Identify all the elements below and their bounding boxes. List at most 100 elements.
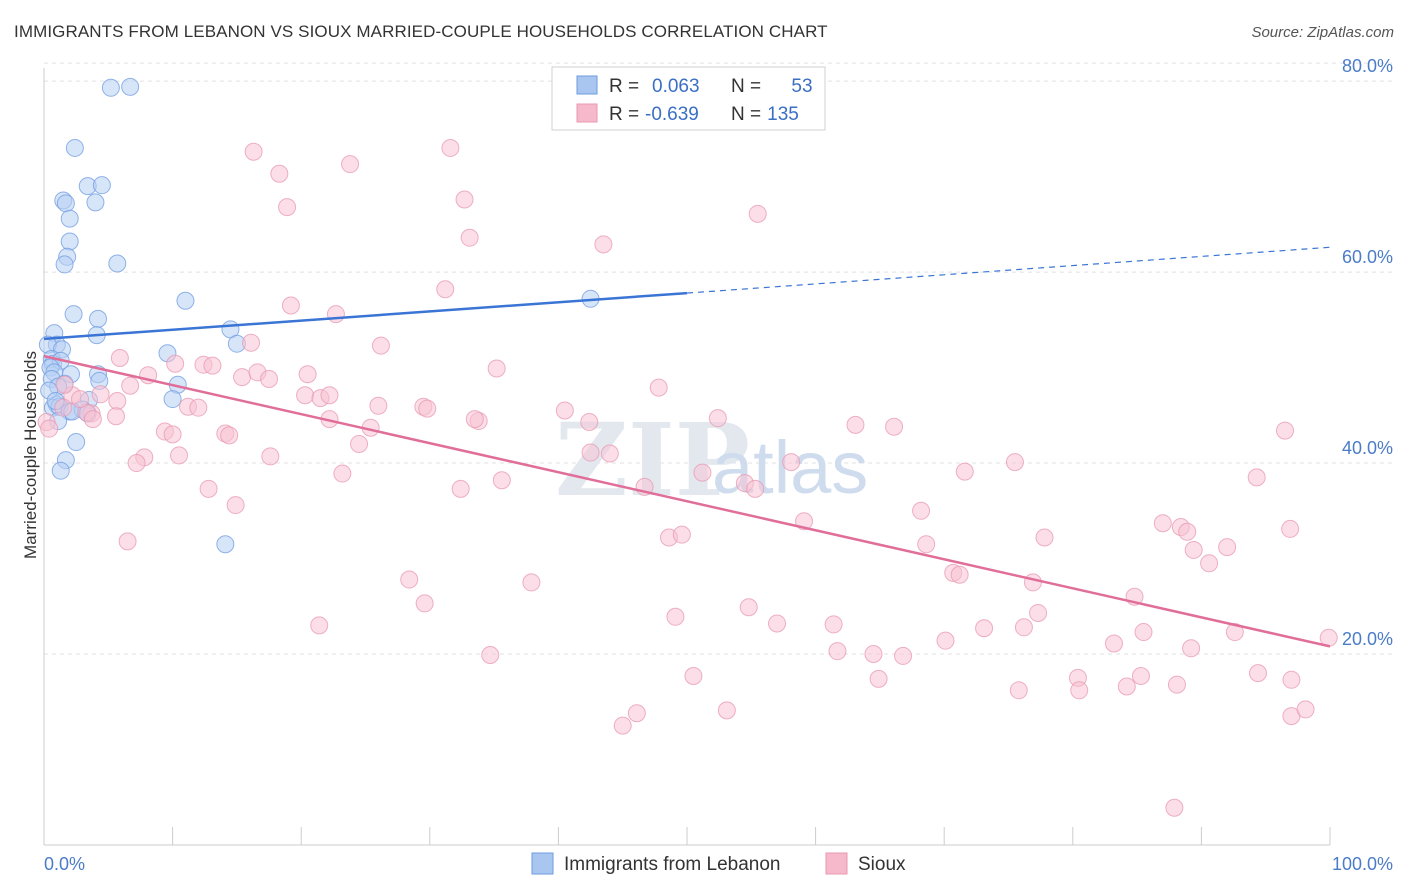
series-lebanon-points [38, 77, 600, 554]
sioux-point [1117, 677, 1136, 696]
sioux-point [350, 434, 369, 453]
sioux-point [320, 386, 339, 405]
sioux-point [950, 565, 969, 584]
sioux-point [166, 354, 185, 373]
sioux-point [451, 479, 470, 498]
lebanon-point [176, 291, 195, 310]
sioux-point [894, 646, 913, 665]
sioux-point [281, 296, 300, 315]
sioux-point [1014, 618, 1033, 637]
lebanon-point [64, 305, 83, 324]
axes [43, 68, 1331, 846]
lebanon-point [101, 78, 120, 97]
sioux-point [261, 447, 280, 466]
sioux-point [864, 645, 883, 664]
legend-n-label-2: N = [731, 104, 761, 125]
sioux-point [1182, 639, 1201, 658]
legend-n-value-lebanon: 53 [791, 76, 812, 97]
sioux-point [1009, 681, 1028, 700]
bottom-legend-label-lebanon: Immigrants from Lebanon [564, 854, 781, 875]
sioux-point [436, 280, 455, 299]
sioux-point [1029, 603, 1048, 622]
sioux-point [666, 607, 685, 626]
sioux-point [1296, 700, 1315, 719]
sioux-point [1184, 540, 1203, 559]
sioux-point [441, 138, 460, 157]
sioux-point [1104, 634, 1123, 653]
sioux-point [400, 570, 419, 589]
lebanon-point [163, 390, 182, 409]
bottom-legend-swatch-lebanon [531, 852, 554, 875]
sioux-point [127, 454, 146, 473]
sioux-point [108, 391, 127, 410]
sioux-point [1167, 675, 1186, 694]
legend-n-value-sioux: 135 [767, 104, 799, 125]
sioux-point [371, 336, 390, 355]
sioux-point [170, 446, 189, 465]
sioux-point [1218, 538, 1237, 557]
sioux-point [1035, 528, 1054, 547]
sioux-point [693, 463, 712, 482]
bottom-legend-label-sioux: Sioux [858, 854, 906, 875]
sioux-point [1282, 670, 1301, 689]
sioux-point [460, 228, 479, 247]
legend-n-label-1: N = [731, 76, 761, 97]
chart-title: IMMIGRANTS FROM LEBANON VS SIOUX MARRIED… [14, 22, 828, 41]
lebanon-point [121, 77, 140, 96]
lebanon-point [67, 433, 86, 452]
sioux-point [242, 333, 261, 352]
sioux-point [600, 444, 619, 463]
lebanon-point [216, 535, 235, 554]
sioux-point [684, 666, 703, 685]
sioux-point [746, 479, 765, 498]
sioux-point [1248, 664, 1267, 683]
sioux-point [107, 407, 126, 426]
sioux-point [708, 409, 727, 428]
y-tick-label: 40.0% [1342, 438, 1393, 458]
sioux-point [226, 496, 245, 515]
sioux-point [594, 235, 613, 254]
sioux-point [1275, 421, 1294, 440]
lebanon-point [60, 209, 79, 228]
sioux-point [244, 142, 263, 161]
lebanon-point [60, 232, 79, 251]
sioux-point [40, 419, 59, 438]
sioux-point [672, 525, 691, 544]
sioux-point [341, 155, 360, 174]
y-tick-labels: 20.0% 40.0% 60.0% 80.0% [1342, 56, 1393, 649]
y-tick-label: 20.0% [1342, 629, 1393, 649]
legend-r-value-sioux: -0.639 [645, 104, 699, 125]
lebanon-point [56, 194, 75, 213]
sioux-point [768, 614, 787, 633]
sioux-point [522, 573, 541, 592]
lebanon-point [55, 255, 74, 274]
lebanon-point [89, 309, 108, 328]
sioux-point [1165, 798, 1184, 817]
y-tick-label: 80.0% [1342, 56, 1393, 76]
series-legend: Immigrants from Lebanon Sioux [531, 852, 906, 875]
sioux-point [278, 198, 297, 217]
series-sioux-points [37, 138, 1338, 817]
sioux-point [296, 386, 315, 405]
sioux-point [233, 368, 252, 387]
sioux-point [912, 501, 931, 520]
sioux-point [333, 464, 352, 483]
y-axis-label: Married-couple Households [21, 351, 40, 559]
sioux-point [917, 535, 936, 554]
legend-r-label-1: R = [609, 76, 639, 97]
legend-r-label-2: R = [609, 104, 639, 125]
sioux-point [369, 396, 388, 415]
sioux-point [1225, 623, 1244, 642]
sioux-point [310, 616, 329, 635]
sioux-point [580, 412, 599, 431]
sioux-point [1005, 453, 1024, 472]
x-tick-label-min: 0.0% [44, 854, 85, 874]
lebanon-point [108, 254, 127, 273]
sioux-point [1281, 519, 1300, 538]
legend-swatch-lebanon [576, 75, 598, 95]
sioux-trend-line [43, 354, 1331, 648]
lebanon-point [86, 193, 105, 212]
sioux-point [189, 398, 208, 417]
sioux-point [828, 642, 847, 661]
